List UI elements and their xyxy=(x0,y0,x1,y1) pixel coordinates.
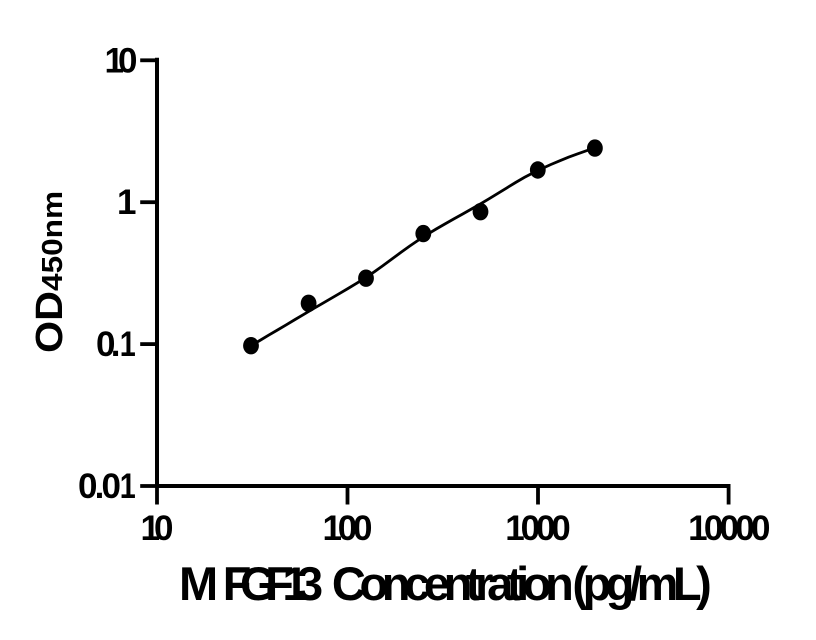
svg-text:M: M xyxy=(179,557,218,610)
svg-text:10: 10 xyxy=(141,509,174,548)
svg-text:1000: 1000 xyxy=(505,509,571,548)
svg-text:100: 100 xyxy=(323,509,373,548)
svg-text:0.: 0. xyxy=(96,325,121,364)
svg-text:0.0: 0.0 xyxy=(78,467,121,506)
svg-text:1: 1 xyxy=(120,467,136,506)
svg-text:10: 10 xyxy=(105,41,138,80)
svg-text:1: 1 xyxy=(117,183,136,222)
svg-text:FGF13: FGF13 xyxy=(223,557,323,610)
svg-text:(pg/mL): (pg/mL) xyxy=(572,557,711,610)
svg-text:10000: 10000 xyxy=(688,509,770,548)
svg-text:Concentration: Concentration xyxy=(332,557,574,610)
svg-text:OD450nm: OD450nm xyxy=(29,191,71,353)
svg-text:1: 1 xyxy=(120,325,136,364)
